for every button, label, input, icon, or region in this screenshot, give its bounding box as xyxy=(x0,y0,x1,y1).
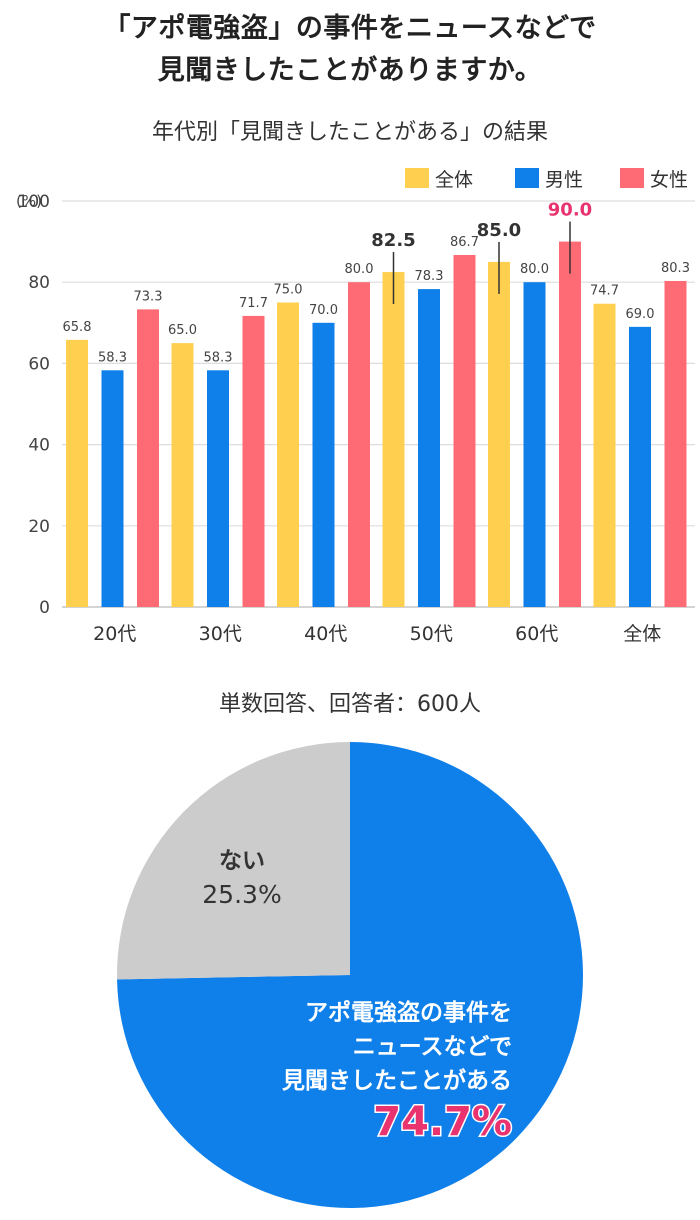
pie-chart-subtitle: 単数回答、回答者：600人 xyxy=(219,692,481,717)
bar-2-1 xyxy=(312,322,335,607)
legend-label-2: 女性 xyxy=(650,169,688,191)
x-tick-label: 30代 xyxy=(199,623,242,645)
y-tick-label: 0 xyxy=(39,598,50,618)
data-label: 78.3 xyxy=(415,269,444,284)
y-tick-label: 20 xyxy=(28,517,50,537)
bar-0-1 xyxy=(101,370,124,607)
data-label: 58.3 xyxy=(204,350,233,365)
data-label: 80.0 xyxy=(345,262,374,277)
y-tick-label: 60 xyxy=(28,354,50,374)
x-tick-label: 20代 xyxy=(93,623,136,645)
title-line-1: 「アポ電強盗」の事件をニュースなどで xyxy=(103,13,597,44)
highlight-label: 85.0 xyxy=(477,220,521,241)
bar-4-1 xyxy=(523,282,546,607)
bar-5-0 xyxy=(593,303,616,607)
data-label: 69.0 xyxy=(626,307,655,322)
pie-slice-label-0: アポ電強盗の事件を xyxy=(305,999,512,1026)
bar-1-1 xyxy=(207,370,229,607)
bar-1-2 xyxy=(242,315,265,607)
bar-3-2 xyxy=(453,254,476,608)
pie-slice-value-1: 25.3% xyxy=(202,880,281,909)
bar-5-1 xyxy=(629,326,651,607)
x-tick-label: 50代 xyxy=(410,623,453,645)
legend-label-1: 男性 xyxy=(545,169,583,191)
x-tick-label: 40代 xyxy=(304,623,347,645)
x-tick-label: 全体 xyxy=(623,623,661,645)
pie-slice-label-1: ない xyxy=(219,848,265,874)
bar-3-1 xyxy=(418,289,440,607)
data-label: 70.0 xyxy=(309,303,338,318)
data-label: 86.7 xyxy=(450,235,479,250)
data-label: 73.3 xyxy=(134,289,163,304)
y-tick-label: 100 xyxy=(18,192,50,212)
legend-swatch-1 xyxy=(515,168,539,188)
bar-2-2 xyxy=(348,282,370,607)
data-label: 80.0 xyxy=(520,262,549,277)
pie-slice-value-0: 74.7% xyxy=(373,1099,512,1145)
data-label: 75.0 xyxy=(274,283,303,298)
pie-slice-1 xyxy=(116,742,350,980)
pie-slice-label-0: ニュースなどで xyxy=(353,1034,512,1060)
bar-3-0 xyxy=(382,272,405,607)
y-tick-label: 80 xyxy=(28,273,50,293)
x-tick-label: 60代 xyxy=(515,623,558,645)
bar-2-0 xyxy=(277,302,299,607)
y-axis-unit: (%) xyxy=(16,192,42,210)
data-label: 58.3 xyxy=(98,350,127,365)
legend-label-0: 全体 xyxy=(435,169,473,191)
pie-slice-0 xyxy=(117,742,584,1208)
bar-chart-subtitle: 年代別「見聞きしたことがある」の結果 xyxy=(151,120,548,145)
bar-0-2 xyxy=(137,309,159,607)
bar-4-2 xyxy=(559,241,581,607)
bar-chart: (%) 0 20 40 60 80 100 全体 男性 女性 65.8 58.3 73.3 20代 65.0… xyxy=(16,168,695,645)
legend-swatch-0 xyxy=(405,168,429,188)
title-line-2: 見聞きしたことがありますか。 xyxy=(157,55,543,86)
data-label: 71.7 xyxy=(239,296,268,311)
legend-swatch-2 xyxy=(620,168,644,188)
bar-0-0 xyxy=(66,339,88,607)
y-tick-label: 40 xyxy=(28,436,50,456)
data-label: 74.7 xyxy=(590,284,619,299)
data-label: 65.8 xyxy=(63,320,92,335)
bar-5-2 xyxy=(664,280,687,607)
bar-4-0 xyxy=(488,261,510,607)
highlight-label: 90.0 xyxy=(548,200,592,221)
highlight-label: 82.5 xyxy=(371,230,415,251)
pie-slice-label-0: 見聞きしたことがある xyxy=(282,1067,512,1094)
data-label: 65.0 xyxy=(168,323,197,338)
data-label: 80.3 xyxy=(661,261,690,276)
bar-1-0 xyxy=(171,343,194,607)
